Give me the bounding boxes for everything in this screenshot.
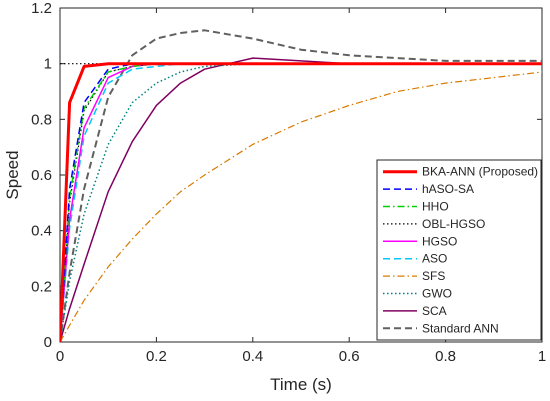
y-tick-label: 1 [44, 56, 52, 73]
series-line [60, 71, 542, 342]
y-tick-label: 1.2 [31, 0, 52, 17]
legend-label: hASO-SA [422, 182, 474, 196]
series-lines [60, 29, 542, 342]
x-tick-label: 0.8 [435, 348, 456, 365]
legend-box [376, 159, 542, 341]
x-tick-label: 0 [56, 348, 64, 365]
series-line [60, 62, 542, 342]
y-tick-label: 0.8 [31, 111, 52, 128]
legend-label: Standard ANN [422, 321, 499, 335]
y-tick-label: 0.4 [31, 223, 52, 240]
y-axis-label: Speed [3, 150, 22, 199]
y-tick-label: 0 [44, 334, 52, 351]
x-tick-label: 0.6 [339, 348, 360, 365]
legend: BKA-ANN (Proposed) hASO-SA HHO OBL-HGSO HGSO… [376, 159, 542, 341]
legend-label: HGSO [422, 234, 457, 248]
legend-label: HHO [422, 200, 449, 214]
legend-label: SFS [422, 269, 445, 283]
legend-label: ASO [422, 252, 447, 266]
legend-label: OBL-HGSO [422, 217, 485, 231]
series-line [60, 29, 542, 342]
x-axis-label: Time (s) [270, 375, 332, 394]
legend-label: SCA [422, 304, 447, 318]
y-tick-label: 0.2 [31, 278, 52, 295]
legend-label: BKA-ANN (Proposed) [422, 165, 538, 179]
x-tick-label: 0.2 [146, 348, 167, 365]
legend-label: GWO [422, 287, 452, 301]
axis-ticks: 0 0.2 0.4 0.6 0.8 1 0 0.2 0.4 0.6 0.8 1 1.2 [31, 0, 546, 365]
x-tick-label: 1 [538, 348, 546, 365]
x-tick-label: 0.4 [242, 348, 263, 365]
y-tick-label: 0.6 [31, 167, 52, 184]
